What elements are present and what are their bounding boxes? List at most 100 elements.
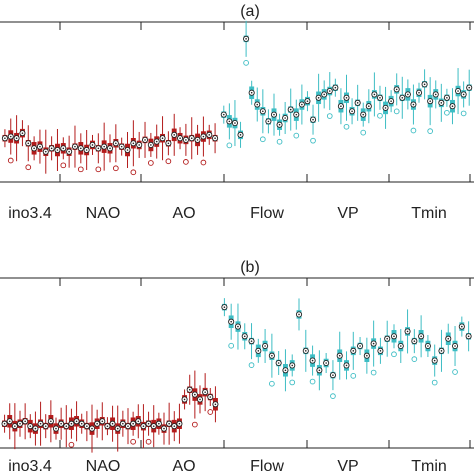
panel-a-teal-median-dot-12 <box>289 108 292 111</box>
panel-b-teal-median-dot-21 <box>366 354 368 357</box>
panel-b-teal-box-1 <box>228 303 235 349</box>
panel-b-red-median-dot-24 <box>127 425 129 427</box>
panel-a-red-median-dot-27 <box>161 137 164 140</box>
panel-a-red-outlier-34 <box>200 159 207 166</box>
panel-b-red-median-dot-33 <box>173 425 176 427</box>
panel-b-teal-outlier-19 <box>350 373 357 379</box>
panel-b-teal-box-23 <box>377 337 384 364</box>
panel-a-axes <box>0 21 474 183</box>
panel-b-tick-label-ao: AO <box>172 458 195 474</box>
panel-a-teal-median-dot-2 <box>234 122 236 124</box>
panel-a-teal-box-39 <box>438 83 445 122</box>
panel-b-red-median-dot-23 <box>122 422 124 425</box>
panel-b-red-median-dot-34 <box>178 422 181 425</box>
panel-b-red-median-dot-12 <box>65 425 68 427</box>
panel-a-red-median-dot-20 <box>120 145 123 148</box>
panel-a-teal-outlier-40 <box>444 109 450 116</box>
panel-b-red-median-dot-35 <box>183 398 186 401</box>
panel-a-teal-outlier-19 <box>326 113 333 119</box>
panel-b-teal-box-33 <box>445 323 452 354</box>
panel-b-red-box-29 <box>150 405 157 448</box>
panel-b-teal-box-28 <box>411 329 418 362</box>
panel-b-red-median-dot-16 <box>86 425 88 427</box>
panel-b-teal-box-35 <box>458 316 465 337</box>
panel-b-red-median-dot-38 <box>199 398 201 401</box>
panel-a-teal-median-dot-14 <box>301 103 303 106</box>
panel-b-red-median-dot-26 <box>137 420 140 423</box>
panel-a-teal-box-43 <box>460 81 467 117</box>
panel-a-red-median-dot-36 <box>214 137 216 140</box>
panel-a-red-box-15 <box>89 134 96 155</box>
panel-a-teal-median-dot-9 <box>273 113 275 116</box>
panel-b-red-median-dot-27 <box>142 425 145 427</box>
panel-b-teal-box-24 <box>384 320 391 357</box>
panel-b-red-median-dot-37 <box>194 393 196 396</box>
panel-a-red-median-dot-33 <box>196 139 199 141</box>
panel-a-red-median-dot-17 <box>103 145 105 148</box>
panel-a-red-median-dot-23 <box>138 144 140 146</box>
panel-a-teal-median-dot-31 <box>395 88 398 91</box>
panel-b-red-box-4 <box>22 403 29 440</box>
panel-a-teal-median-dot-30 <box>390 100 392 102</box>
panel-b-teal-box-18 <box>343 351 350 380</box>
panel-a-teal-median-dot-36 <box>423 83 426 86</box>
panel-b-teal-outlier-16 <box>330 393 336 399</box>
panel-a-red-box-31 <box>182 123 189 165</box>
panel-a-teal-box-14 <box>298 84 305 125</box>
panel-a-teal-median-dot-18 <box>323 93 325 96</box>
panel-a-teal-median-dot-5 <box>250 91 253 94</box>
panel-b-red-median-dot-11 <box>60 422 62 425</box>
panel-a-teal-outlier-10 <box>276 138 283 145</box>
panel-a-red-box-1 <box>7 118 14 164</box>
panel-b-red-median-dot-13 <box>70 422 73 425</box>
panel-b-teal-median-dot-9 <box>284 369 287 372</box>
panel-b-red-box-39 <box>202 373 209 412</box>
panel-b-teal-median-dot-26 <box>399 345 402 347</box>
panel-b-teal-box-25 <box>390 324 398 358</box>
panel-a-red-median-dot-16 <box>97 147 100 150</box>
panel-b-teal-outlier-13 <box>309 378 316 385</box>
panel-b-red-box-36 <box>186 374 193 405</box>
panel-a-teal-box-36 <box>421 69 428 100</box>
panel-a-teal-box-29 <box>382 86 389 129</box>
panel-a-teal-box-33 <box>404 79 411 110</box>
panel-a-teal-box-28 <box>376 85 384 119</box>
panel-a-red-box-19 <box>112 124 119 172</box>
panel-a-red-outlier-31 <box>183 159 189 165</box>
panel-a-teal-median-dot-28 <box>379 96 381 99</box>
panel-b-teal-box-17 <box>336 331 343 380</box>
panel-a-teal-outlier-25 <box>360 129 367 136</box>
panel-a-red-median-dot-6 <box>39 145 41 148</box>
panel-b-teal-box-31 <box>431 344 438 386</box>
panel-a-red-median-dot-14 <box>85 149 88 151</box>
panel-b-red-median-dot-41 <box>214 403 217 406</box>
panel-b-red-box-41 <box>212 386 219 423</box>
panel-b-teal-median-dot-3 <box>243 335 246 338</box>
panel-b-red-median-dot-7 <box>39 422 42 425</box>
panel-a-red-box-7 <box>42 129 49 174</box>
panel-a-teal-median-dot-7 <box>262 110 264 113</box>
panel-b-red-median-dot-29 <box>152 425 155 427</box>
panel-b-teal-median-dot-27 <box>406 330 409 333</box>
panel-a-teal-box-35 <box>415 82 423 103</box>
panel-a-teal-median-dot-3 <box>239 134 242 136</box>
panel-b-teal-median-dot-7 <box>271 354 273 357</box>
panel-a-red-median-dot-31 <box>185 139 187 141</box>
panel-b-teal-box-12 <box>302 329 309 372</box>
panel-a-teal-median-dot-23 <box>351 110 353 113</box>
panel-a-teal-outlier-31 <box>393 108 400 115</box>
panel-b-tick-label-tmin: Tmin <box>411 458 447 474</box>
panel-a-red-outlier-22 <box>130 169 137 176</box>
panel-a-teal-median-dot-10 <box>278 123 281 126</box>
panel-a-teal-box-44 <box>466 69 473 106</box>
panel-b-red-box-17 <box>88 404 96 453</box>
panel-a-red-median-dot-2 <box>15 137 18 140</box>
panel-a-teal-median-dot-13 <box>295 113 298 116</box>
panel-b-teal-outlier-25 <box>391 351 397 358</box>
panel-b-teal-median-dot-15 <box>325 362 327 364</box>
panel-a-teal-median-dot-24 <box>356 102 359 104</box>
panel-a-red-median-dot-29 <box>173 134 176 136</box>
panel-b-teal-median-dot-17 <box>338 354 341 357</box>
panel-b-red-median-dot-18 <box>96 422 98 425</box>
panel-a-teal-box-20 <box>332 78 339 97</box>
